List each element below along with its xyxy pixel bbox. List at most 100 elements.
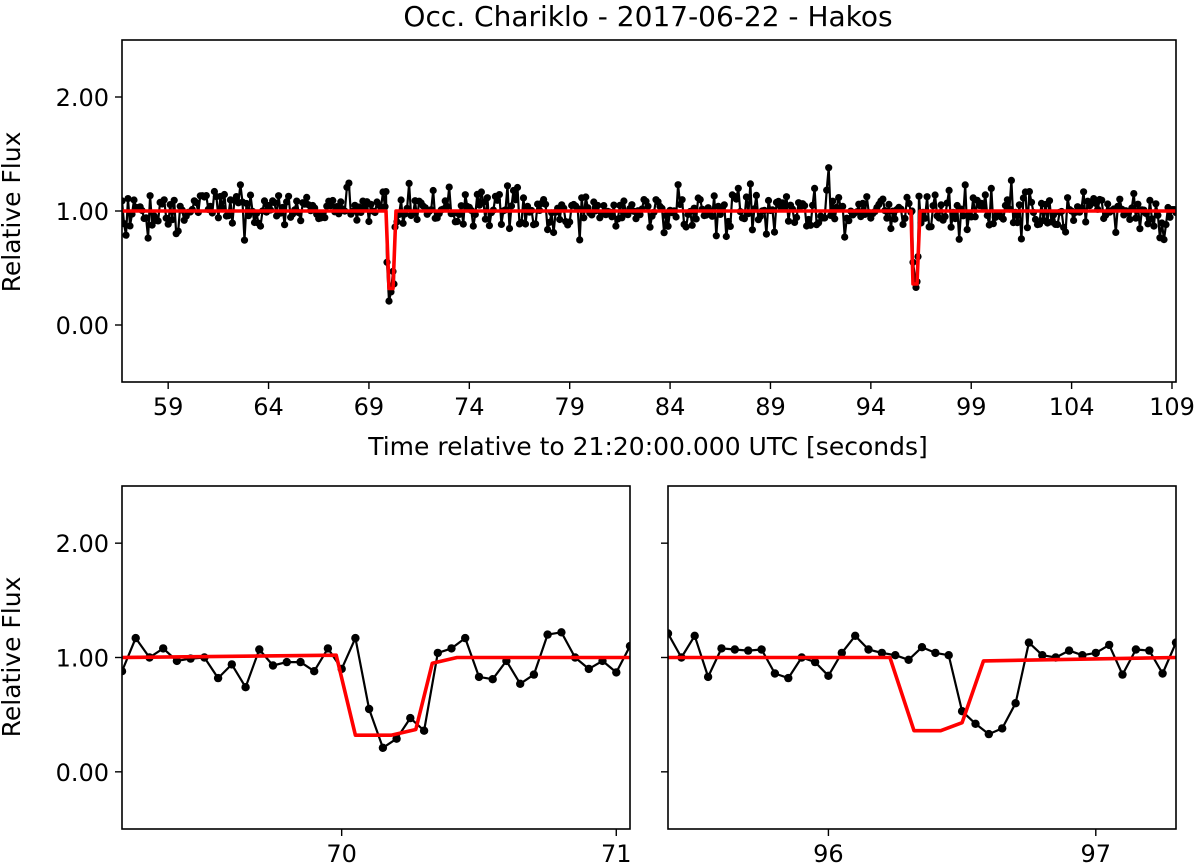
observed-point	[726, 222, 734, 230]
y-tick-label: 1.00	[56, 645, 109, 673]
observed-point	[931, 191, 939, 199]
observed-point	[174, 227, 182, 235]
observed-point	[690, 631, 699, 640]
observed-point	[951, 215, 959, 223]
observed-point	[945, 186, 953, 194]
observed-point	[550, 228, 558, 237]
observed-point	[879, 195, 887, 203]
observed-point	[782, 193, 791, 201]
observed-point	[220, 190, 228, 199]
x-tick-label: 99	[956, 393, 987, 421]
observed-point	[1148, 215, 1156, 223]
observed-point	[1078, 651, 1087, 660]
observed-point	[206, 202, 214, 210]
observed-point	[678, 196, 686, 204]
observed-point	[1112, 228, 1120, 236]
observed-point	[883, 214, 891, 222]
x-tick-label: 84	[655, 393, 686, 421]
observed-point	[544, 226, 552, 234]
observed-point	[275, 192, 283, 200]
observed-point	[1171, 638, 1176, 647]
observed-point	[1070, 216, 1078, 224]
observed-point	[429, 186, 437, 195]
observed-point	[793, 213, 801, 222]
observed-point	[929, 202, 937, 210]
observed-point	[1080, 188, 1088, 196]
observed-point	[825, 164, 833, 172]
observed-point	[122, 667, 127, 676]
observed-point	[811, 184, 819, 192]
observed-point	[1146, 196, 1154, 204]
observed-point	[202, 192, 210, 200]
observed-point	[1126, 215, 1134, 223]
observed-point	[955, 235, 963, 243]
observed-point	[742, 193, 751, 201]
observed-point	[1003, 196, 1012, 204]
observed-point	[367, 200, 375, 208]
observed-point	[1098, 196, 1106, 204]
observed-point	[469, 222, 477, 230]
observed-point	[937, 201, 945, 209]
x-tick-label: 71	[601, 840, 632, 867]
observed-point	[483, 194, 491, 202]
observed-point	[885, 200, 893, 208]
x-tick-label: 104	[1049, 393, 1095, 421]
observed-point	[447, 644, 456, 653]
observed-point	[764, 196, 773, 205]
observed-point	[1145, 646, 1154, 655]
observed-point	[321, 214, 329, 222]
observed-point	[1013, 219, 1022, 227]
observed-point	[732, 195, 740, 203]
observed-point	[1015, 201, 1024, 209]
observed-point	[981, 191, 989, 199]
observed-point	[511, 196, 520, 204]
observed-point	[752, 191, 761, 199]
observed-point	[757, 645, 766, 654]
observed-point	[584, 664, 593, 674]
observed-point	[712, 232, 720, 240]
observed-point	[608, 213, 616, 221]
observed-point	[1064, 646, 1074, 655]
observed-point	[987, 184, 995, 192]
observed-point	[378, 743, 388, 752]
observed-point	[381, 203, 389, 211]
observed-point	[1091, 648, 1101, 658]
observed-point	[921, 214, 929, 222]
observed-point	[493, 196, 501, 204]
observed-point	[260, 197, 269, 205]
observed-point	[612, 222, 620, 230]
observed-point	[744, 646, 753, 655]
observed-point	[941, 213, 949, 221]
observed-point	[1062, 228, 1070, 236]
y-tick-label: 2.00	[56, 84, 109, 112]
x-tick-label: 109	[1149, 393, 1195, 421]
observed-point	[477, 188, 485, 196]
plot-area	[668, 629, 1176, 739]
observed-point	[213, 673, 223, 683]
observed-point	[192, 199, 200, 207]
observed-point	[901, 214, 909, 222]
observed-point	[831, 215, 839, 223]
observed-point	[461, 191, 469, 199]
observed-point	[495, 191, 503, 199]
observed-point	[146, 192, 154, 200]
x-tick-label: 69	[354, 393, 385, 421]
observed-point	[285, 192, 293, 200]
observed-point	[770, 228, 779, 236]
observed-point	[268, 661, 278, 670]
panel-3: 96 97	[661, 485, 1177, 867]
observed-point	[1011, 699, 1020, 708]
model-series-line	[668, 655, 1176, 733]
observed-point	[542, 200, 550, 208]
observed-point	[823, 186, 831, 194]
observed-point	[762, 230, 771, 238]
observed-point	[122, 220, 128, 228]
observed-series-line	[122, 631, 630, 749]
observed-point	[170, 196, 178, 204]
observed-point	[984, 729, 993, 739]
observed-point	[242, 199, 251, 208]
panel-1: 59 64 69 74 79 84 89 94 99 104 109 0.00 1.00 2.00	[56, 39, 1195, 421]
observed-point	[989, 220, 997, 228]
observed-point	[674, 181, 682, 189]
